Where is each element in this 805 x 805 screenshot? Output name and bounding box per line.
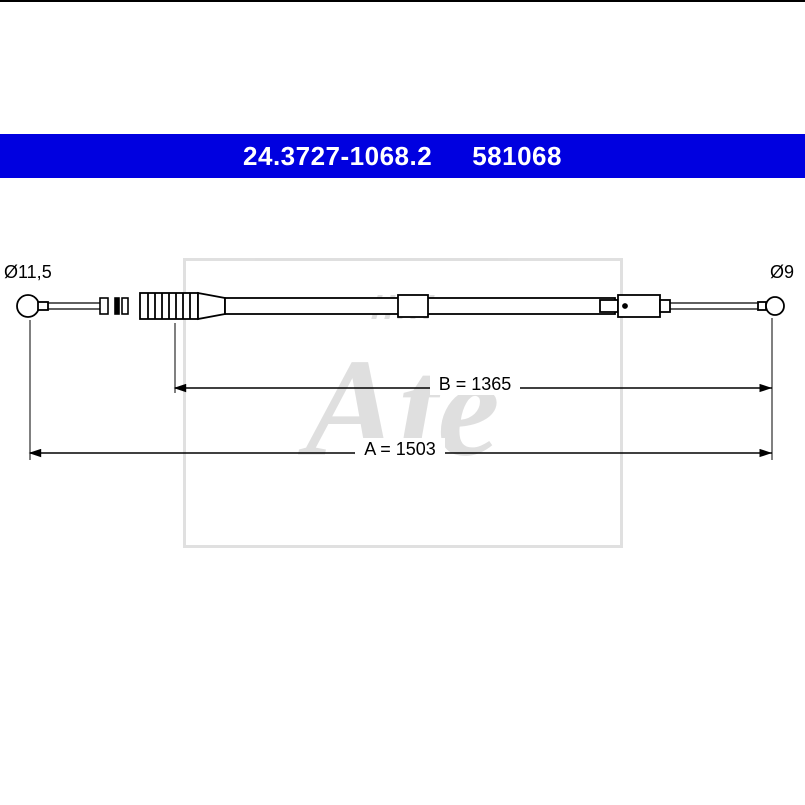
grip-section [140,293,225,319]
left-diameter-label: Ø11,5 [4,262,52,282]
dim-a-label: A = 1503 [364,439,436,459]
dim-b-label: B = 1365 [439,374,512,394]
mid-collar [398,295,428,317]
drawing-area: Ø11,5 Ø9 [0,178,805,638]
top-border [0,0,805,2]
part-number: 24.3727-1068.2 [243,141,432,172]
technical-diagram: Ø11,5 Ø9 [0,178,805,638]
left-ball-end [17,295,48,317]
catalog-number: 581068 [472,141,562,172]
left-marker-rings [100,298,128,314]
left-wire [48,303,105,309]
right-wire [670,303,765,309]
right-diameter-label: Ø9 [770,262,794,282]
canvas: 24.3727-1068.2 581068 Ate Ø11,5 Ø9 [0,0,805,805]
right-ball-end [758,297,784,315]
header-band: 24.3727-1068.2 581068 [0,134,805,178]
